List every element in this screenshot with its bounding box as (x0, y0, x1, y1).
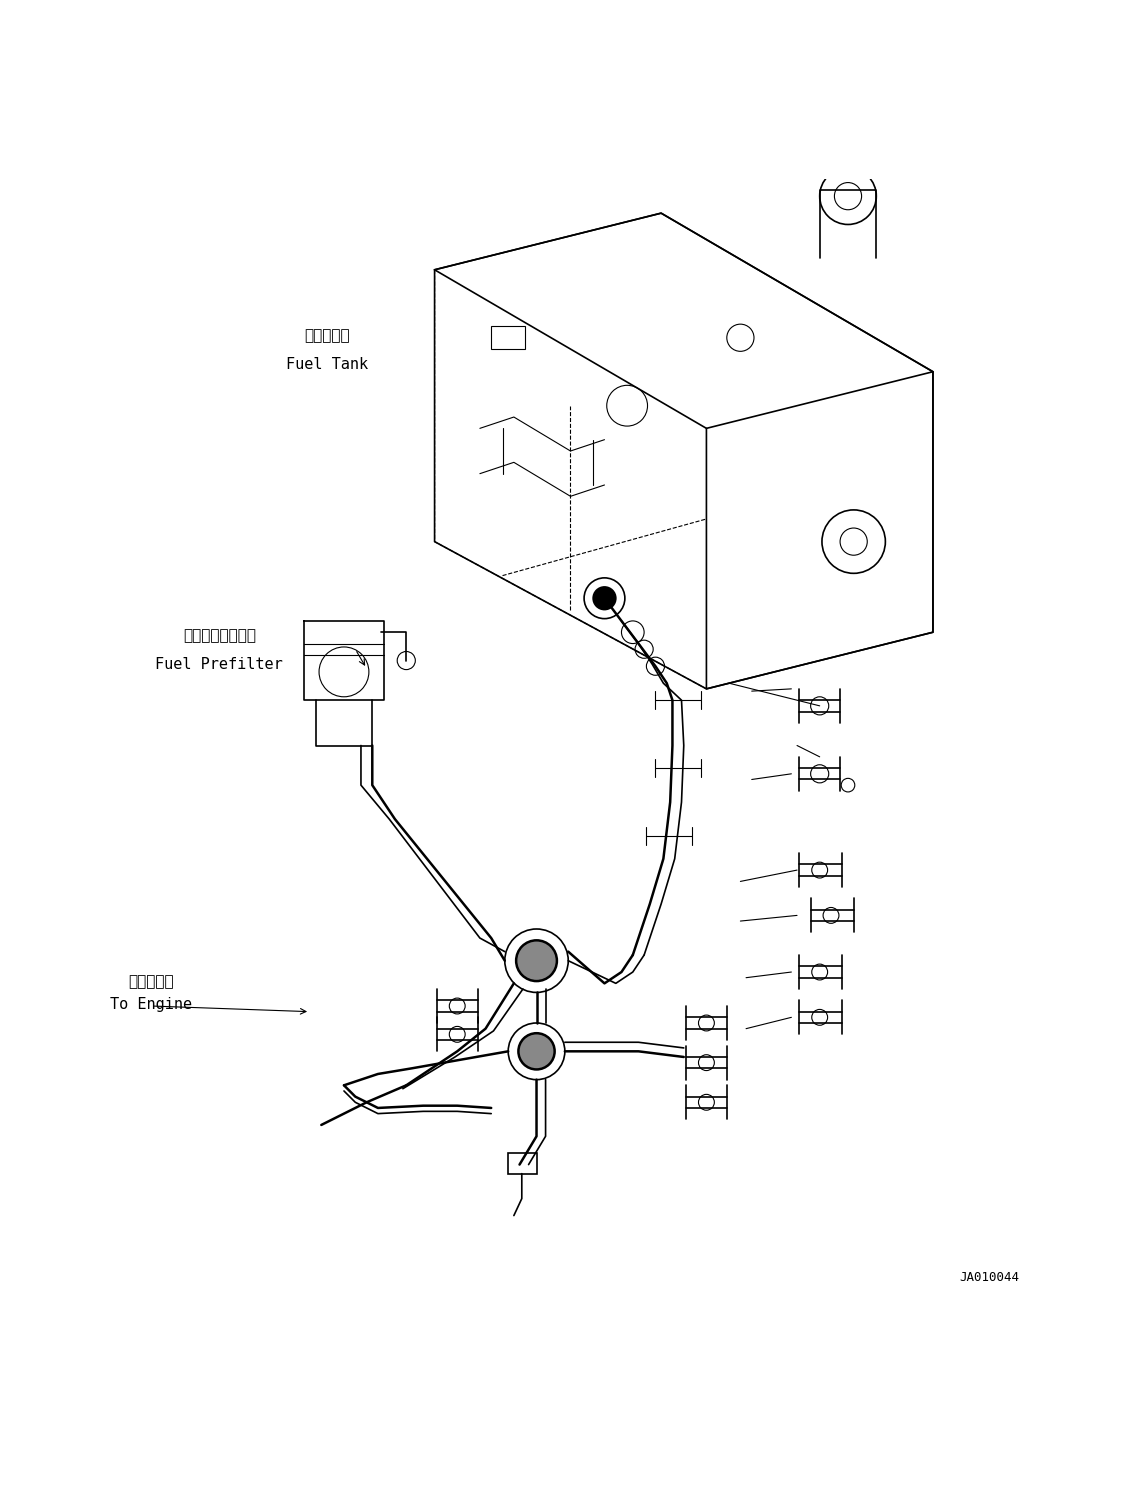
Text: Fuel Prefilter: Fuel Prefilter (155, 658, 283, 672)
Text: JA010044: JA010044 (960, 1270, 1020, 1284)
Circle shape (593, 587, 616, 610)
Circle shape (516, 941, 557, 981)
Text: Fuel Tank: Fuel Tank (286, 356, 369, 371)
Bar (492, 327, 525, 349)
Text: To Engine: To Engine (111, 996, 193, 1012)
Text: 燃料プレフィルタ: 燃料プレフィルタ (183, 629, 256, 644)
Text: 燃料タンク: 燃料タンク (305, 328, 350, 343)
Text: エンジンへ: エンジンへ (129, 974, 175, 989)
Bar (508, 1153, 536, 1173)
Circle shape (518, 1033, 555, 1069)
